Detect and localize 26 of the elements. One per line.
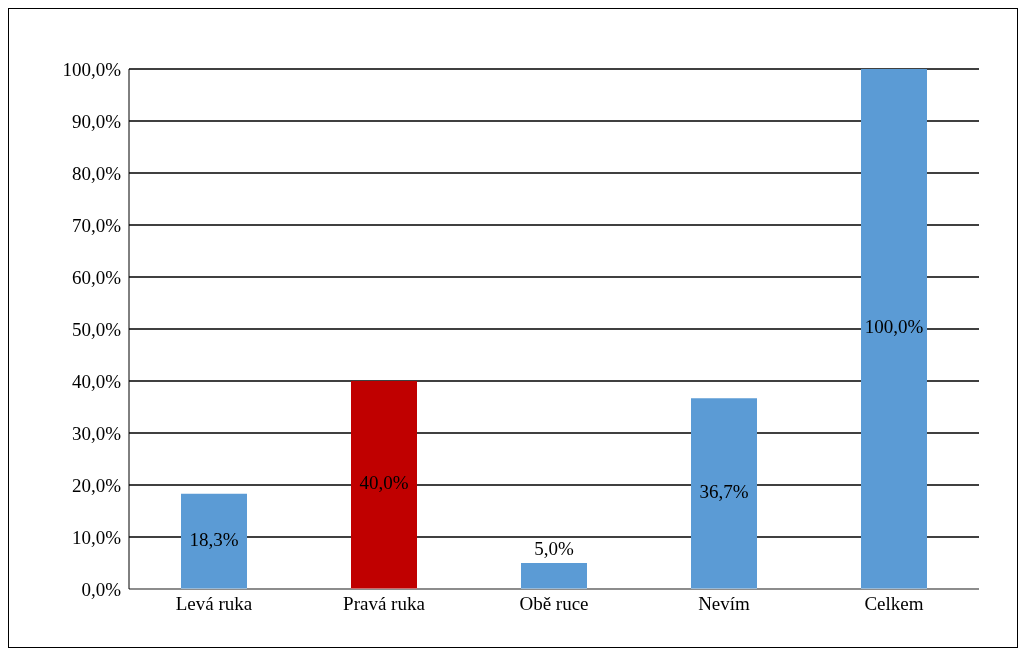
y-tick-label: 20,0%	[71, 474, 122, 496]
y-tick-label: 60,0%	[71, 266, 122, 288]
y-tick-label: 10,0%	[71, 526, 122, 548]
data-label: 100,0%	[864, 316, 924, 338]
x-tick-label: Obě ruce	[519, 593, 589, 615]
y-tick-label: 50,0%	[71, 318, 122, 340]
y-tick-label: 70,0%	[71, 214, 122, 236]
y-tick-label: 0,0%	[81, 578, 122, 600]
y-tick-label: 80,0%	[71, 162, 122, 184]
bar	[521, 563, 587, 589]
data-label: 18,3%	[189, 528, 239, 550]
bar	[351, 381, 417, 589]
data-label: 5,0%	[534, 538, 574, 559]
x-tick-label: Celkem	[864, 593, 924, 615]
y-tick-label: 30,0%	[71, 422, 122, 444]
bar	[691, 398, 757, 589]
bar	[861, 69, 927, 589]
y-tick-label: 90,0%	[71, 110, 122, 132]
y-tick-label: 40,0%	[71, 370, 122, 392]
x-tick-label: Pravá ruka	[343, 593, 426, 615]
x-tick-label: Nevím	[698, 593, 751, 615]
data-label: 36,7%	[699, 480, 749, 502]
x-tick-label: Levá ruka	[175, 593, 253, 615]
y-tick-label: 100,0%	[62, 58, 122, 80]
bar	[181, 493, 247, 589]
data-label: 40,0%	[359, 472, 409, 494]
